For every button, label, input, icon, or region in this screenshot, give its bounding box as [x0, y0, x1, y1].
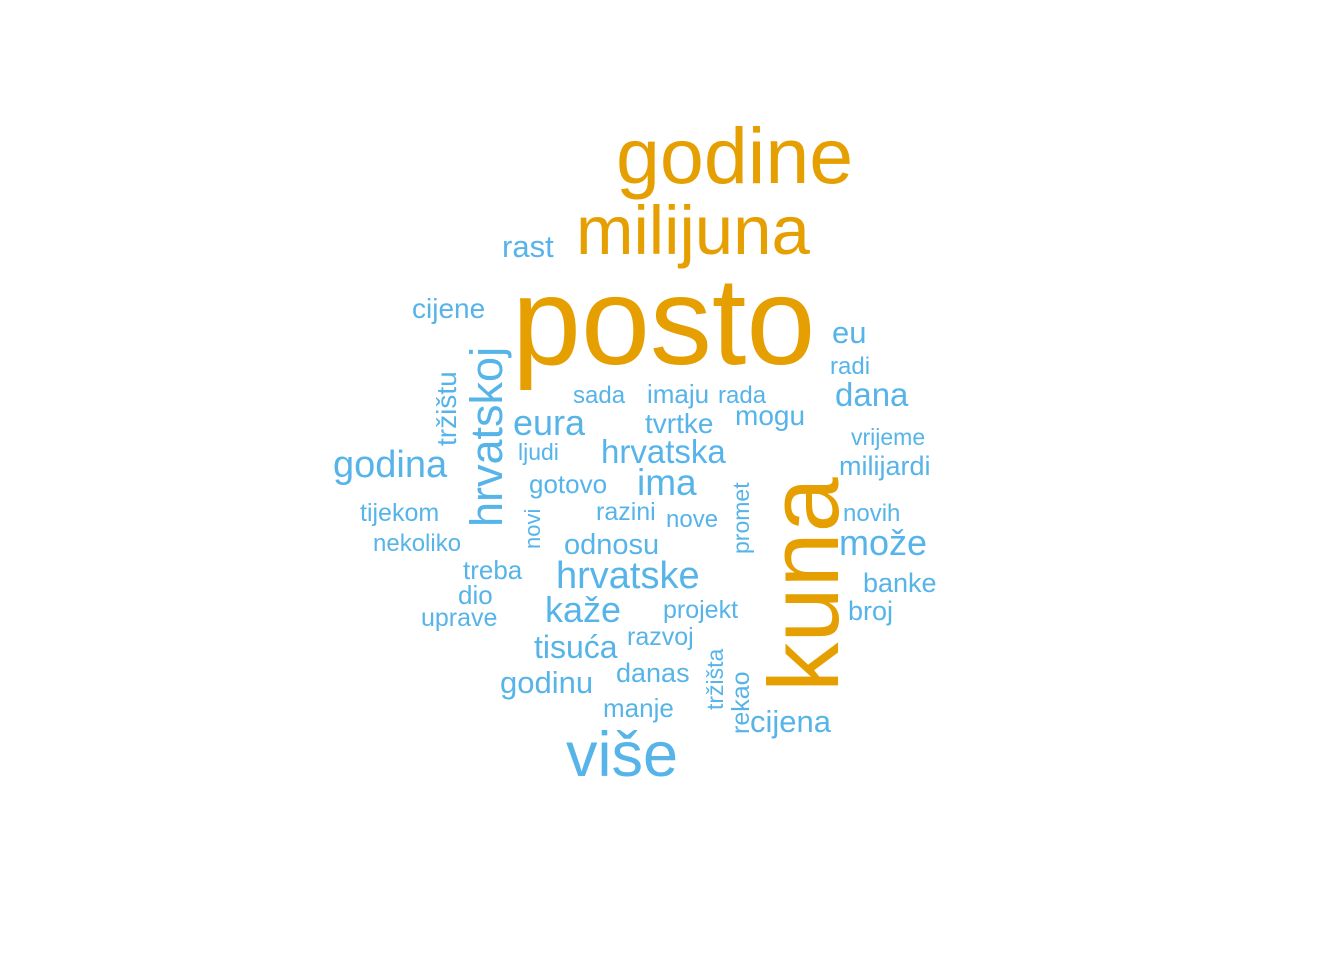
word-projekt: projekt	[663, 596, 739, 624]
word-novih: novih	[843, 500, 901, 527]
word-godinu: godinu	[500, 665, 594, 700]
word-treba: treba	[463, 555, 523, 585]
word-odnosu: odnosu	[564, 529, 660, 561]
word-novi: novi	[520, 508, 545, 549]
word-milijardi: milijardi	[839, 451, 931, 481]
word-hrvatska: hrvatska	[601, 433, 726, 470]
word-gotovo: gotovo	[529, 469, 608, 499]
word-trzistu: tržištu	[431, 371, 462, 446]
word-kaze: kaže	[545, 589, 622, 630]
word-tvrtke: tvrtke	[645, 408, 714, 439]
word-razini: razini	[596, 498, 656, 526]
word-promet: promet	[728, 482, 754, 554]
word-tijekom: tijekom	[360, 499, 440, 527]
word-ima: ima	[637, 462, 697, 503]
word-rada: rada	[718, 382, 767, 409]
word-razvoj: razvoj	[627, 623, 694, 651]
word-godine: godine	[616, 111, 854, 200]
word-godina: godina	[333, 444, 448, 486]
word-sada: sada	[573, 382, 626, 409]
word-broj: broj	[848, 596, 894, 626]
word-imaju: imaju	[647, 379, 710, 409]
word-trzista: tržišta	[702, 648, 728, 710]
word-dio: dio	[458, 580, 493, 610]
word-vrijeme: vrijeme	[851, 424, 926, 450]
word-cijene: cijene	[412, 293, 486, 324]
word-radi: radi	[830, 353, 871, 380]
word-hrvatske: hrvatske	[556, 555, 700, 597]
word-rekao: rekao	[727, 671, 755, 734]
word-rast: rast	[502, 229, 554, 264]
word-kuna: kuna	[748, 477, 859, 692]
word-uprave: uprave	[421, 604, 498, 632]
word-ljudi: ljudi	[518, 439, 559, 465]
word-banke: banke	[863, 568, 937, 598]
word-nove: nove	[666, 506, 719, 533]
word-dana: dana	[835, 376, 909, 413]
word-moze: može	[839, 522, 928, 563]
word-eura: eura	[513, 402, 586, 443]
word-eu: eu	[832, 315, 867, 350]
word-milijuna: milijuna	[576, 192, 810, 269]
word-cijena: cijena	[750, 704, 831, 739]
word-mogu: mogu	[735, 400, 806, 431]
word-danas: danas	[616, 658, 690, 688]
word-tisuca: tisuća	[534, 629, 618, 665]
word-vise: više	[566, 720, 679, 790]
word-posto: posto	[512, 253, 816, 391]
word-manje: manje	[603, 693, 674, 723]
word-hrvatskoj: hrvatskoj	[461, 346, 512, 527]
word-nekoliko: nekoliko	[373, 530, 462, 557]
